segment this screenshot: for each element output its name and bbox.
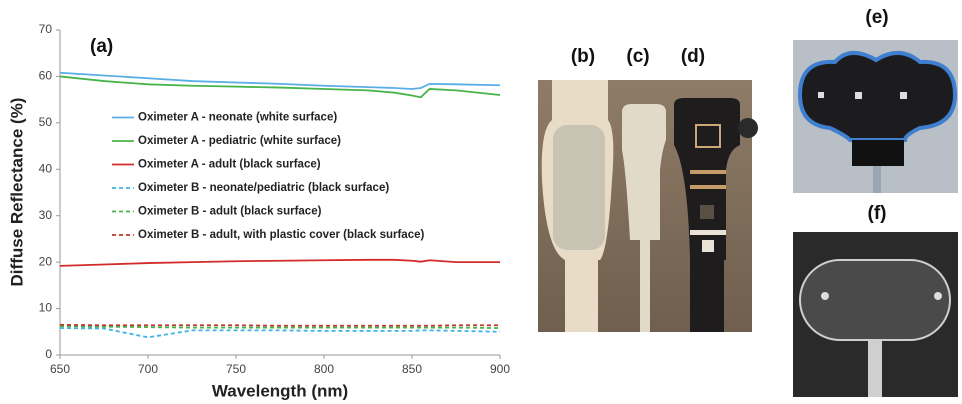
panel-label: (b): [571, 46, 595, 67]
x-tick-label: 800: [314, 362, 334, 376]
legend-label: Oximeter A - neonate (white surface): [138, 112, 337, 124]
legend-label: Oximeter B - adult (black surface): [138, 206, 322, 218]
y-tick-label: 20: [39, 254, 53, 268]
x-axis-label: Wavelength (nm): [212, 381, 348, 400]
y-tick-label: 40: [39, 161, 53, 175]
y-tick-label: 60: [39, 69, 53, 83]
legend-label: Oximeter B - neonate/pediatric (black su…: [138, 182, 389, 194]
x-tick-label: 700: [138, 362, 158, 376]
panel-label: (c): [626, 46, 649, 67]
photo-sensors: [538, 80, 758, 332]
data-line: [59, 75, 501, 99]
panel-label: (e): [865, 7, 888, 28]
y-tick-label: 10: [39, 301, 53, 315]
data-line: [59, 258, 500, 267]
data-line: [59, 327, 501, 339]
data-line: [59, 323, 500, 327]
legend-label: Oximeter B - adult, with plastic cover (…: [138, 229, 424, 241]
photo-oximeter-e: [793, 40, 958, 193]
x-tick-label: 750: [226, 362, 246, 376]
x-tick-label: 850: [402, 362, 422, 376]
legend-label: Oximeter A - adult (black surface): [138, 159, 321, 171]
photo-oximeter-f: [793, 232, 958, 397]
y-tick-label: 50: [39, 115, 53, 129]
legend-label: Oximeter A - pediatric (white surface): [138, 135, 341, 147]
x-tick-label: 900: [490, 362, 510, 376]
y-axis-label: Diffuse Reflectance (%): [7, 98, 26, 287]
panel-label: (a): [90, 36, 113, 57]
y-tick-label: 70: [39, 22, 53, 36]
y-tick-label: 0: [45, 347, 52, 361]
panel-label: (f): [868, 203, 887, 224]
data-line: [59, 71, 501, 90]
y-tick-label: 30: [39, 208, 53, 222]
x-tick-label: 650: [50, 362, 70, 376]
panel-label: (d): [681, 46, 705, 67]
